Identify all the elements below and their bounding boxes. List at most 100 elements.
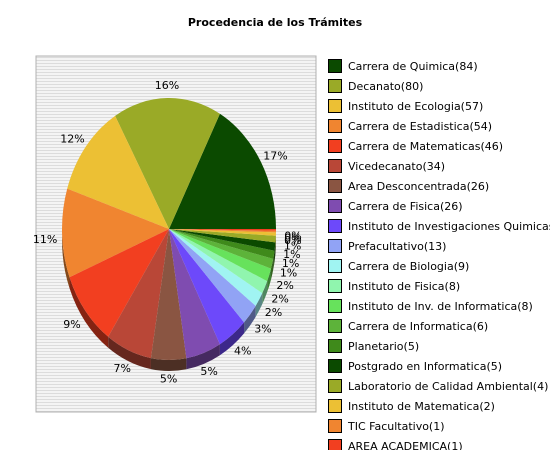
- percent-label-5: 7%: [113, 362, 130, 375]
- legend-item: Carrera de Quimica(84): [328, 56, 550, 76]
- legend-label: Carrera de Matematicas(46): [348, 139, 504, 153]
- legend-item: TIC Facultativo(1): [328, 416, 550, 436]
- percent-labels: 17%16%12%11%9%7%5%5%4%3%2%2%2%1%1%1%1%0%…: [33, 79, 302, 385]
- legend-swatch: [328, 319, 342, 333]
- legend-item: Laboratorio de Calidad Ambiental(4): [328, 376, 550, 396]
- pie-slice-side-12: [267, 268, 271, 293]
- pie-slice-side-11: [262, 281, 268, 305]
- pie-slice-8: [169, 229, 245, 345]
- pie-slice-side-7: [186, 344, 220, 370]
- percent-label-16: 1%: [284, 240, 301, 253]
- pie-slice-side-10: [255, 293, 263, 317]
- legend-swatch: [328, 179, 342, 193]
- legend-item: Vicedecanato(34): [328, 156, 550, 176]
- pie-slice-2: [67, 115, 169, 229]
- percent-label-0: 17%: [263, 149, 287, 162]
- percent-label-12: 2%: [276, 279, 293, 292]
- legend-swatch: [328, 279, 342, 293]
- percent-label-19: 0%: [284, 229, 301, 242]
- pie-slice-15: [169, 229, 276, 251]
- legend-label: Postgrado en Informatica(5): [348, 359, 503, 373]
- legend-swatch: [328, 79, 342, 93]
- pie-slice-side-6: [150, 358, 187, 371]
- percent-label-3: 11%: [33, 233, 57, 246]
- legend-label: TIC Facultativo(1): [348, 419, 445, 433]
- pie-slice-side-9: [244, 305, 256, 334]
- legend-label: Instituto de Matematica(2): [348, 399, 495, 413]
- pie-slice-14: [169, 229, 275, 259]
- legend-label: Planetario(5): [348, 339, 420, 353]
- legend-swatch: [328, 159, 342, 173]
- pie-slice-side-13: [270, 258, 274, 280]
- legend-label: Instituto de Fisica(8): [348, 279, 461, 293]
- legend-swatch: [328, 259, 342, 273]
- legend-item: Planetario(5): [328, 336, 550, 356]
- legend: Carrera de Quimica(84) Decanato(80) Instit…: [328, 56, 550, 450]
- percent-label-18: 0%: [284, 231, 301, 244]
- pie-slice-1: [115, 98, 220, 229]
- legend-label: AREA ACADEMICA(1): [348, 439, 463, 450]
- legend-label: Prefacultativo(13): [348, 239, 447, 253]
- legend-item: Carrera de Estadistica(54): [328, 116, 550, 136]
- percent-label-7: 5%: [200, 365, 217, 378]
- percent-label-9: 3%: [254, 322, 271, 335]
- percent-label-6: 5%: [160, 372, 177, 385]
- legend-label: Instituto de Inv. de Informatica(8): [348, 299, 533, 313]
- chart-title: Procedencia de los Trámites: [187, 16, 363, 29]
- legend-item: Carrera de Informatica(6): [328, 316, 550, 336]
- legend-item: Postgrado en Informatica(5): [328, 356, 550, 376]
- percent-label-10: 2%: [265, 306, 282, 319]
- legend-swatch: [328, 239, 342, 253]
- legend-label: Carrera de Informatica(6): [348, 319, 489, 333]
- legend-swatch: [328, 379, 342, 393]
- legend-label: Vicedecanato(34): [348, 159, 446, 173]
- legend-item: Prefacultativo(13): [328, 236, 550, 256]
- legend-item: Carrera de Biologia(9): [328, 256, 550, 276]
- pie-slice-4: [69, 229, 169, 337]
- pie-slice-13: [169, 229, 274, 269]
- pie-depth: [62, 229, 276, 371]
- legend-label: Carrera de Quimica(84): [348, 59, 478, 73]
- legend-label: Instituto de Investigaciones Quimicas(22…: [348, 219, 550, 233]
- percent-label-17: 0%: [284, 234, 301, 247]
- legend-label: Area Desconcentrada(26): [348, 179, 490, 193]
- pie-slice-side-15: [274, 242, 276, 262]
- legend-swatch: [328, 99, 342, 113]
- legend-label: Laboratorio de Calidad Ambiental(4): [348, 379, 549, 393]
- percent-label-4: 9%: [63, 318, 80, 331]
- pie-slice-7: [169, 229, 220, 359]
- legend-swatch: [328, 219, 342, 233]
- pie-slice-18: [169, 229, 276, 233]
- pie-slice-side-3: [62, 229, 70, 289]
- legend-swatch: [328, 59, 342, 73]
- pie-slice-9: [169, 229, 256, 323]
- legend-swatch: [328, 439, 342, 450]
- legend-label: Carrera de Estadistica(54): [348, 119, 493, 133]
- legend-label: Instituto de Ecologia(57): [348, 99, 484, 113]
- legend-item: Decanato(80): [328, 76, 550, 96]
- pie-slices: [61, 98, 276, 360]
- legend-item: Carrera de Matematicas(46): [328, 136, 550, 156]
- percent-label-15: 1%: [283, 248, 300, 261]
- legend-swatch: [328, 299, 342, 313]
- legend-item: Instituto de Inv. de Informatica(8): [328, 296, 550, 316]
- legend-swatch: [328, 139, 342, 153]
- legend-item: Instituto de Ecologia(57): [328, 96, 550, 116]
- legend-swatch: [328, 359, 342, 373]
- legend-label: Carrera de Biologia(9): [348, 259, 470, 273]
- pie-slice-0: [169, 113, 276, 229]
- legend-label: Decanato(80): [348, 79, 424, 93]
- percent-label-14: 1%: [282, 257, 299, 270]
- pie-slice-16: [169, 229, 276, 243]
- percent-label-2: 12%: [60, 133, 84, 146]
- legend-item: Area Desconcentrada(26): [328, 176, 550, 196]
- legend-swatch: [328, 199, 342, 213]
- legend-item: Carrera de Fisica(26): [328, 196, 550, 216]
- pie-slice-6: [150, 229, 187, 360]
- legend-item: Instituto de Matematica(2): [328, 396, 550, 416]
- legend-swatch: [328, 119, 342, 133]
- pie-slice-12: [169, 229, 271, 282]
- percent-label-1: 16%: [155, 79, 179, 92]
- pie-slice-side-8: [219, 322, 245, 356]
- pie-slice-19: [169, 229, 276, 231]
